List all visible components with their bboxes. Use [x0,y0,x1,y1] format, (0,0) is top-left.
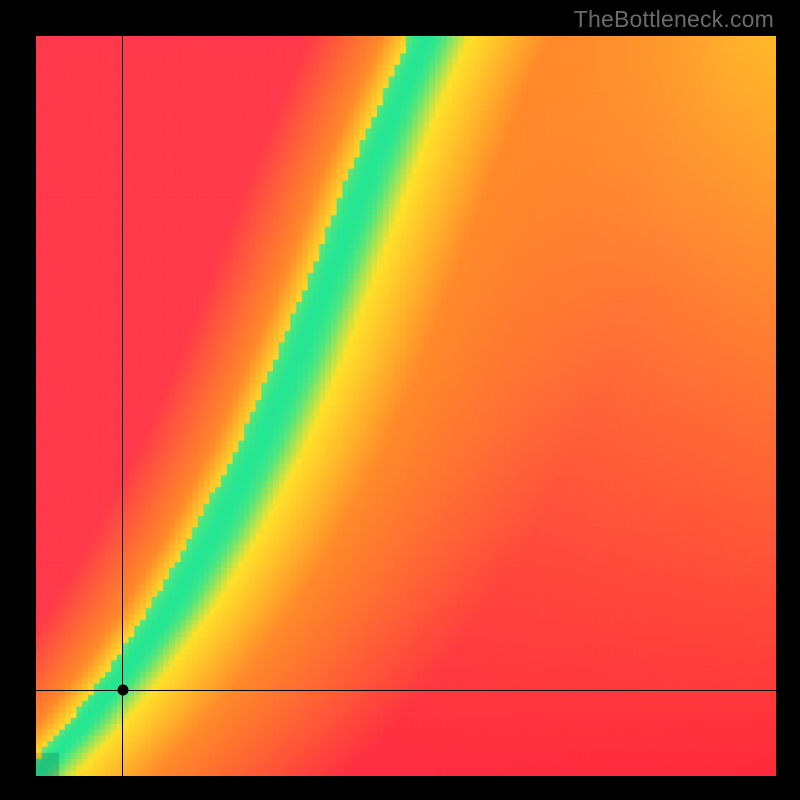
watermark-text: TheBottleneck.com [574,6,774,33]
crosshair-marker [117,685,128,696]
heatmap-canvas [36,36,776,776]
crosshair-horizontal [36,690,776,691]
crosshair-vertical [122,36,123,776]
